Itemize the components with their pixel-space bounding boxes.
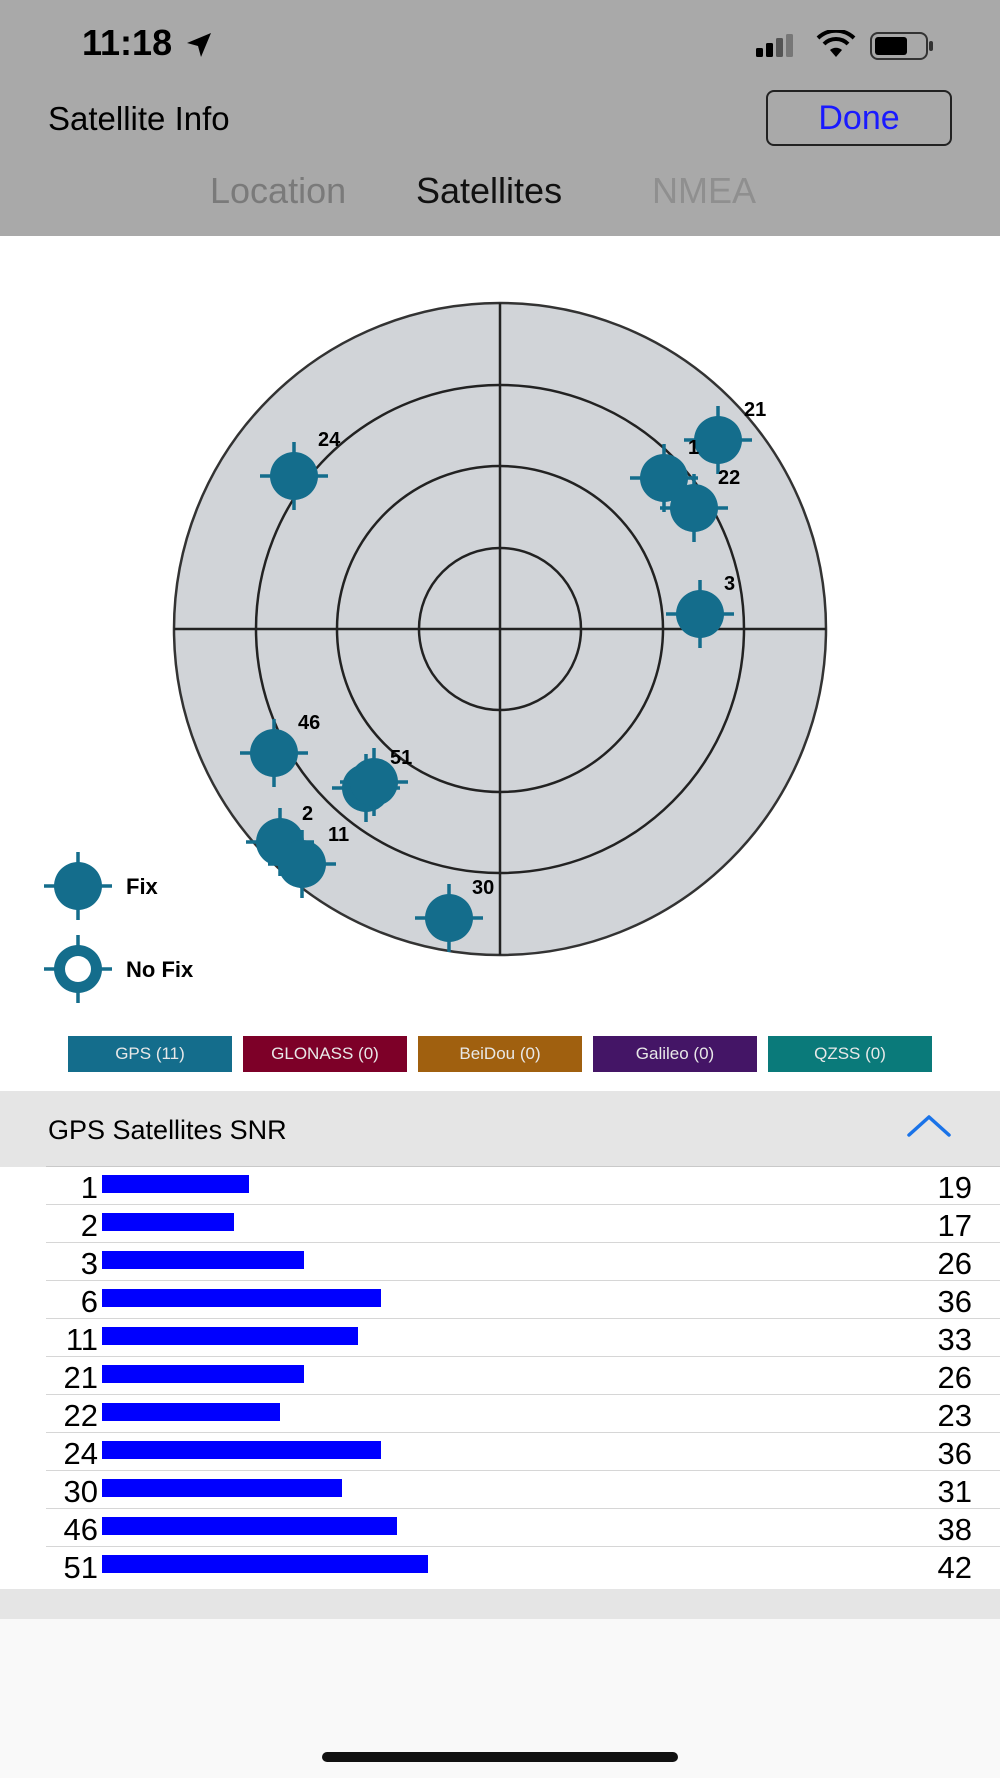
- constellation-gps-button[interactable]: GPS (11): [68, 1036, 232, 1072]
- satellite-label: 21: [744, 399, 766, 421]
- snr-row: 2 17: [46, 1204, 1000, 1243]
- satellite-prn: 51: [63, 1550, 98, 1585]
- snr-value: 42: [937, 1550, 972, 1585]
- legend-fix-icon: [42, 850, 114, 922]
- location-arrow-icon: [187, 33, 211, 57]
- wifi-icon: [816, 30, 856, 57]
- snr-row: 11 33: [46, 1318, 1000, 1357]
- snr-row: 51 42: [46, 1546, 1000, 1585]
- status-time: 11:18: [82, 22, 173, 63]
- satellite-label: 11: [328, 824, 349, 846]
- snr-row: 30 31: [46, 1470, 1000, 1509]
- snr-bar: [102, 1517, 397, 1535]
- tab-nmea[interactable]: NMEA: [652, 170, 757, 211]
- status-bar: 11:18: [0, 0, 1000, 90]
- snr-value: 33: [937, 1322, 972, 1357]
- satellite-label: 51: [390, 747, 412, 769]
- satellite-prn: 24: [63, 1436, 98, 1471]
- constellation-filter-bar: GPS (11) GLONASS (0) BeiDou (0) Galileo …: [68, 1036, 934, 1072]
- snr-bar: [102, 1555, 428, 1573]
- snr-row: 3 26: [46, 1242, 1000, 1281]
- snr-section-header[interactable]: GPS Satellites SNR: [0, 1091, 1000, 1167]
- chevron-up-icon[interactable]: [906, 1111, 952, 1141]
- satellite-prn: 1: [80, 1170, 98, 1205]
- constellation-galileo-button[interactable]: Galileo (0): [593, 1036, 757, 1072]
- snr-bar: [102, 1175, 249, 1193]
- snr-value: 23: [937, 1398, 972, 1433]
- bottom-area: [0, 1619, 1000, 1778]
- satellite-label: 46: [298, 712, 320, 734]
- legend-no-fix-icon: [44, 935, 112, 1003]
- snr-row: 1 19: [46, 1166, 1000, 1205]
- satellite-prn: 3: [80, 1246, 98, 1281]
- battery-icon: [870, 32, 933, 60]
- constellation-qzss-button[interactable]: QZSS (0): [768, 1036, 932, 1072]
- snr-value: 36: [937, 1284, 972, 1319]
- snr-bar: [102, 1213, 234, 1231]
- snr-row: 22 23: [46, 1394, 1000, 1433]
- satellite-label: 1: [688, 437, 699, 459]
- legend-no-fix-label: No Fix: [126, 957, 194, 982]
- satellite-prn: 2: [80, 1208, 98, 1243]
- page-title: Satellite Info: [48, 100, 230, 137]
- snr-value: 17: [937, 1208, 972, 1243]
- snr-row: 21 26: [46, 1356, 1000, 1395]
- satellite-prn: 22: [63, 1398, 98, 1433]
- snr-value: 31: [937, 1474, 972, 1509]
- tab-satellites[interactable]: Satellites: [416, 170, 563, 211]
- snr-list: 1 19 2 17 3 26 6 36 11 33 21 26 22 23 24 36 30 31 46 38 51 42: [46, 1166, 1000, 1585]
- snr-value: 38: [937, 1512, 972, 1547]
- snr-value: 26: [937, 1246, 972, 1281]
- tab-location[interactable]: Location: [210, 170, 347, 211]
- satellite-prn: 21: [63, 1360, 98, 1395]
- snr-bar: [102, 1479, 342, 1497]
- satellite-prn: 6: [80, 1284, 98, 1319]
- done-button[interactable]: Done: [766, 90, 952, 146]
- home-indicator[interactable]: [322, 1752, 678, 1762]
- legend-fix-label: Fix: [126, 874, 158, 899]
- satellite-label: 22: [718, 467, 740, 489]
- snr-bar: [102, 1251, 304, 1269]
- snr-section-title: GPS Satellites SNR: [48, 1115, 287, 1145]
- satellite-prn: 11: [65, 1322, 98, 1357]
- snr-bar: [102, 1327, 358, 1345]
- satellite-label: 24: [318, 429, 341, 451]
- snr-bar: [102, 1441, 381, 1459]
- snr-bar: [102, 1365, 304, 1383]
- snr-value: 19: [937, 1170, 972, 1205]
- satellite-label: 2: [302, 803, 313, 825]
- snr-bar: [102, 1289, 381, 1307]
- snr-row: 46 38: [46, 1508, 1000, 1547]
- satellite-label: 30: [472, 877, 494, 899]
- snr-value: 36: [937, 1436, 972, 1471]
- constellation-beidou-button[interactable]: BeiDou (0): [418, 1036, 582, 1072]
- snr-row: 24 36: [46, 1432, 1000, 1471]
- satellite-prn: 46: [63, 1512, 98, 1547]
- snr-bar: [102, 1403, 280, 1421]
- cellular-signal-icon: [756, 34, 793, 57]
- satellite-prn: 30: [63, 1474, 98, 1509]
- snr-value: 26: [937, 1360, 972, 1395]
- sky-plot: 24 21 1 22 3 46 51 2 11 30: [42, 301, 828, 1003]
- snr-row: 6 36: [46, 1280, 1000, 1319]
- next-section-header: [0, 1589, 1000, 1619]
- constellation-glonass-button[interactable]: GLONASS (0): [243, 1036, 407, 1072]
- satellite-label: 3: [724, 573, 735, 595]
- top-header: 11:18 Satellite Info Done Location Satel…: [0, 0, 1000, 236]
